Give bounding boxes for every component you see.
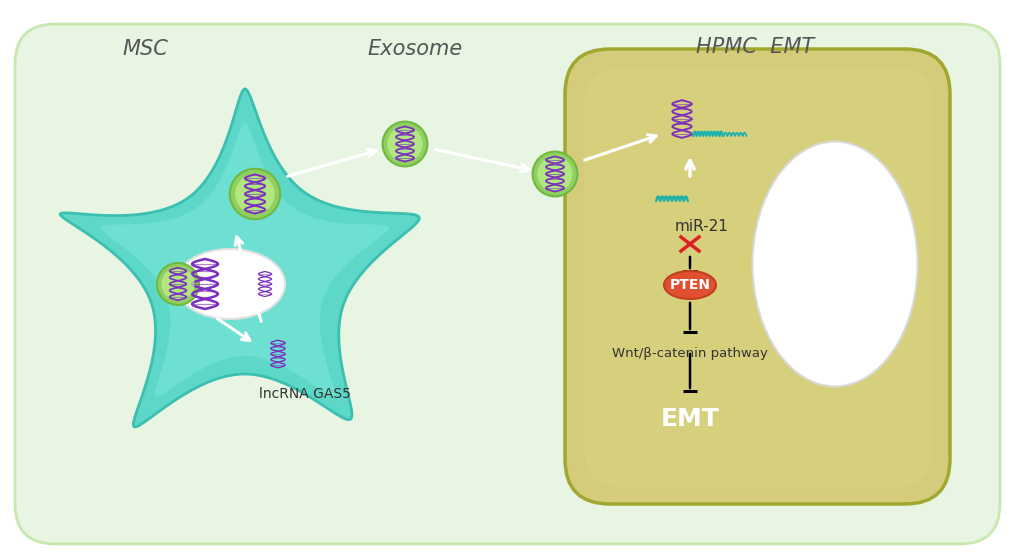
Circle shape <box>537 157 572 192</box>
Ellipse shape <box>663 271 715 299</box>
FancyBboxPatch shape <box>565 49 949 504</box>
Text: miR-21: miR-21 <box>675 219 729 234</box>
Circle shape <box>229 169 280 219</box>
Circle shape <box>532 151 577 196</box>
Text: EMT: EMT <box>660 407 718 431</box>
Text: PTEN: PTEN <box>668 278 710 292</box>
Ellipse shape <box>175 249 284 319</box>
Text: Wnt/β-catenin pathway: Wnt/β-catenin pathway <box>611 347 767 360</box>
FancyBboxPatch shape <box>585 67 932 487</box>
Circle shape <box>161 268 195 301</box>
Circle shape <box>157 263 199 305</box>
Text: HPMC  EMT: HPMC EMT <box>695 37 813 57</box>
Circle shape <box>387 126 422 162</box>
Polygon shape <box>101 122 389 397</box>
FancyBboxPatch shape <box>15 24 999 544</box>
Text: MSC: MSC <box>122 39 168 59</box>
Polygon shape <box>60 89 419 427</box>
Text: Exosome: Exosome <box>367 39 463 59</box>
Circle shape <box>235 174 274 214</box>
Ellipse shape <box>752 141 917 386</box>
Text: lncRNA GAS5: lncRNA GAS5 <box>259 387 351 401</box>
Circle shape <box>382 122 427 167</box>
